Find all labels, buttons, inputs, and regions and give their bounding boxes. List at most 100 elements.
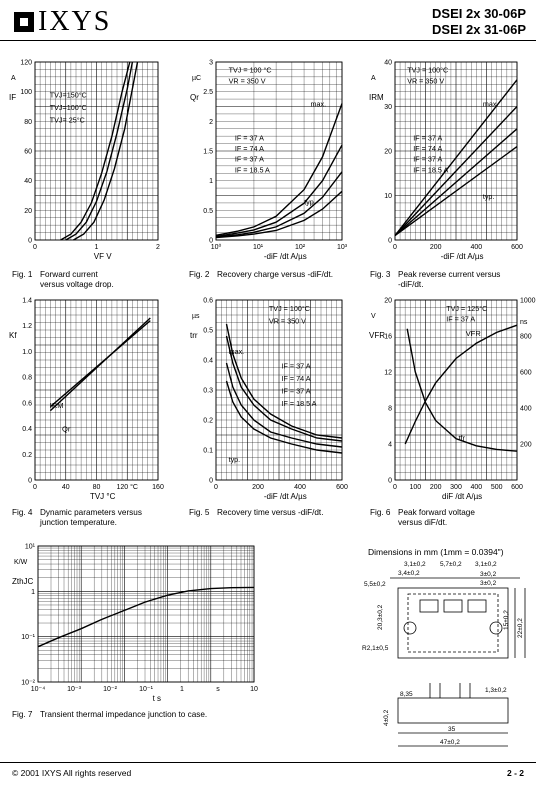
y-tick-label: 0 xyxy=(28,478,32,485)
x-tick-label: 1 xyxy=(95,244,99,251)
y-unit-label: K/W xyxy=(14,559,28,566)
y-axis-label: IF xyxy=(9,93,16,102)
chart-annotation: IF = 74 A xyxy=(413,144,442,153)
y-tick-label: 0.6 xyxy=(22,400,32,407)
fig3-series-line xyxy=(394,79,518,237)
x-tick-label: 10⁻¹ xyxy=(139,686,153,693)
plot-frame xyxy=(34,299,159,481)
y-tick-label: 40 xyxy=(384,60,392,67)
y-tick-label: 0.5 xyxy=(203,328,213,335)
y-tick-label: 0.2 xyxy=(22,452,32,459)
y-tick-label: 0 xyxy=(209,478,213,485)
y-tick-label: 1 xyxy=(209,178,213,185)
y-tick-label: 10⁻² xyxy=(21,680,35,687)
y-unit-label: µs xyxy=(192,313,200,320)
dim-label: 47±0,2 xyxy=(440,739,460,746)
mounting-hole-right xyxy=(489,621,503,635)
series-label: Qr xyxy=(62,424,71,433)
caption-fig1-line2: versus voltage drop. xyxy=(40,280,114,289)
chart-annotation: max. xyxy=(311,100,327,109)
x-tick-label: 0 xyxy=(393,244,397,251)
fig1-series-line xyxy=(60,61,131,241)
caption-fig4: Fig. 4 Dynamic parameters versus junction … xyxy=(12,508,142,528)
plot-frame xyxy=(394,61,518,241)
caption-fig3: Fig. 3 Peak reverse current versus -diF/dt… xyxy=(370,270,500,290)
dim-label: 5,7±0,2 xyxy=(440,561,462,568)
page-number: 2 - 2 xyxy=(506,768,524,778)
caption-fig3-num: Fig. 3 xyxy=(370,270,391,279)
x-tick-label: 200 xyxy=(252,484,264,491)
x-axis-label: -diF /dt A/µs xyxy=(264,492,307,501)
fig7-series-line xyxy=(37,586,255,648)
chart-annotation: typ. xyxy=(483,192,495,201)
y-unit-label: A xyxy=(11,75,16,82)
fig7-chart: 10⁻⁴ 10⁻³ 10⁻² 10⁻¹ 1 s 10 10⁻² 10⁻¹ 1 10¹ ZthJC K/W… xyxy=(12,544,258,704)
chart-annotation: TVJ= 25°C xyxy=(50,116,85,125)
series-label: IRM xyxy=(50,401,64,410)
fig3-series-line xyxy=(394,146,518,237)
dim-label: 15±0,2 xyxy=(503,610,510,630)
caption-fig2-line1: Recovery charge versus -diF/dt. xyxy=(217,270,334,279)
plot-frame xyxy=(215,61,343,241)
series-label: VFR xyxy=(466,329,482,338)
copyright: © 2001 IXYS All rights reserved xyxy=(12,768,132,778)
chart-annotation: IF = 37 A xyxy=(235,155,264,164)
dim-label: 5,5±0,2 xyxy=(364,581,386,588)
chart-annotation: TVJ = 125°C xyxy=(446,304,487,313)
ixys-logo: IXYS xyxy=(14,8,111,36)
chart-annotation: IF = 18.5 A xyxy=(413,165,448,174)
y-axis-label: trr xyxy=(190,331,198,340)
y-tick-label: 3 xyxy=(209,60,213,67)
y-tick-label: 1.0 xyxy=(22,349,32,356)
caption-fig7-num: Fig. 7 xyxy=(12,710,33,719)
y2-tick-label: 600 xyxy=(520,370,532,377)
x-tick-label: 10⁰ xyxy=(211,243,222,251)
y-tick-label: 20 xyxy=(384,149,392,156)
chart-annotation: IF = 18.5 A xyxy=(235,165,270,174)
y2-unit-label: ns xyxy=(520,319,528,326)
y-tick-label: 1 xyxy=(31,589,35,596)
y-tick-label: 0.1 xyxy=(203,448,213,455)
chart-annotation: typ. xyxy=(229,455,241,464)
chart-annotation: typ. xyxy=(304,197,316,206)
x-tick-label: 500 xyxy=(491,484,503,491)
x-tick-label: 0 xyxy=(393,484,397,491)
y-axis-label: Kf xyxy=(9,331,17,340)
caption-fig4-line2: junction temperature. xyxy=(40,518,117,527)
fig5-series-line xyxy=(225,323,343,439)
y-tick-label: 10⁻¹ xyxy=(21,634,35,641)
chart-annotation: IF = 37 A xyxy=(446,315,475,324)
dim-label: R2,1±0,5 xyxy=(362,645,389,652)
x-axis-label: TVJ °C xyxy=(90,492,116,501)
dim-label: 3±0,2 xyxy=(480,571,497,578)
dim-label: 3,1±0,2 xyxy=(475,561,497,568)
x-axis-label: t s xyxy=(153,694,161,703)
x-tick-label: s xyxy=(216,686,220,693)
part-number-1: DSEI 2x 30-06P xyxy=(432,6,526,21)
x-tick-label: 1 xyxy=(180,686,184,693)
chart-annotation: IF = 37 A xyxy=(413,155,442,164)
package-top-outline xyxy=(397,587,509,659)
y-tick-label: 30 xyxy=(384,104,392,111)
dim-label: 3,1±0,2 xyxy=(404,561,426,568)
fig1-series-line xyxy=(73,61,139,241)
dimensions-title: Dimensions in mm (1mm = 0.0394") xyxy=(368,547,504,557)
x-tick-label: 400 xyxy=(470,484,482,491)
x-tick-label: 10⁻² xyxy=(103,686,117,693)
y-tick-label: 0.8 xyxy=(22,375,32,382)
chart-annotation: IF = 74 A xyxy=(282,374,311,383)
y-tick-label: 0.4 xyxy=(22,426,32,433)
y-tick-label: 40 xyxy=(24,178,32,185)
y-tick-label: 80 xyxy=(24,119,32,126)
y-tick-label: 8 xyxy=(388,406,392,413)
y-tick-label: 1.5 xyxy=(203,149,213,156)
dim-label: 1,3±0,2 xyxy=(485,687,507,694)
fig6-series-line xyxy=(404,324,518,445)
y-tick-label: 0 xyxy=(388,478,392,485)
plot-frame xyxy=(394,299,518,481)
package-dimension-drawing: 3,1±0,2 5,7±0,2 3,1±0,2 3,4±0,2 5,5±0,2 … xyxy=(362,561,526,747)
y-tick-label: 10 xyxy=(384,193,392,200)
chart-annotation: IF = 37 A xyxy=(282,361,311,370)
caption-fig5-line1: Recovery time versus -diF/dt. xyxy=(217,508,324,517)
chart-annotation: IF = 18.5 A xyxy=(282,399,317,408)
